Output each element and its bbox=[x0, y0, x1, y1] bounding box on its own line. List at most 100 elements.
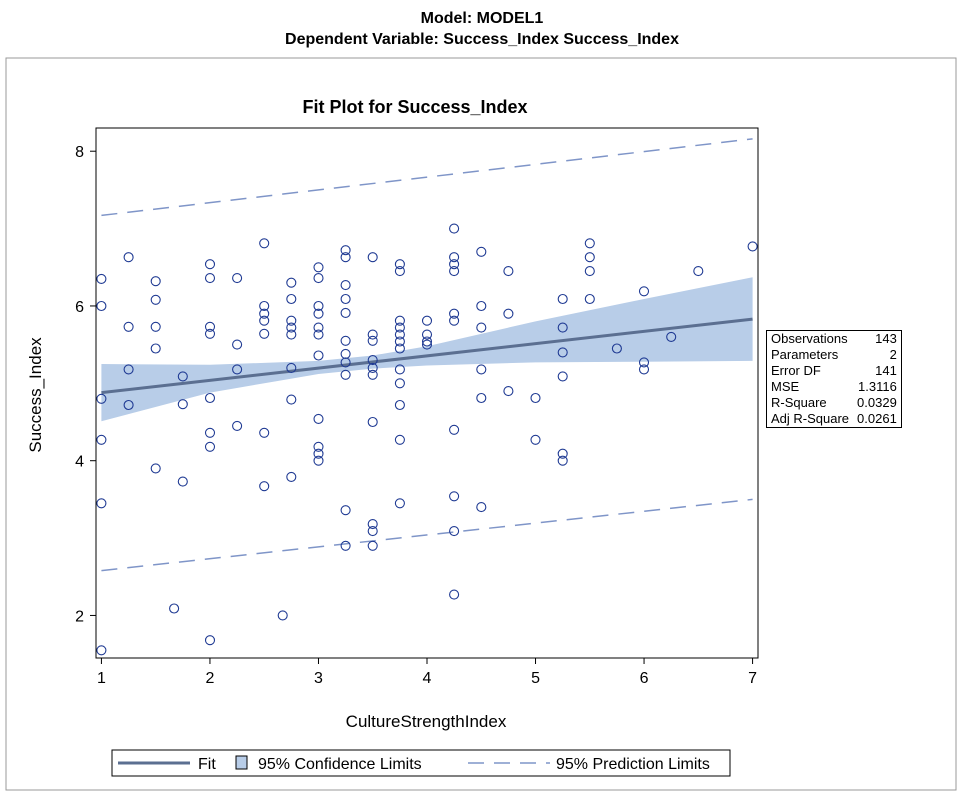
data-point bbox=[367, 252, 378, 263]
y-tick-label: 2 bbox=[75, 608, 84, 625]
data-point bbox=[449, 266, 460, 277]
data-point bbox=[286, 471, 297, 482]
data-point bbox=[232, 273, 243, 284]
data-point bbox=[340, 357, 351, 368]
fit-line bbox=[101, 317, 753, 395]
data-point bbox=[204, 427, 216, 438]
data-point bbox=[286, 322, 297, 333]
stat-row: Observations 143 bbox=[767, 331, 901, 347]
data-point bbox=[638, 364, 650, 375]
data-point bbox=[476, 246, 487, 257]
stat-value: 141 bbox=[875, 363, 897, 378]
data-point bbox=[340, 245, 351, 256]
stat-row: Parameters 2 bbox=[767, 347, 901, 363]
data-point bbox=[557, 322, 568, 333]
data-point bbox=[530, 392, 541, 404]
data-point bbox=[313, 413, 324, 424]
x-tick-label: 5 bbox=[531, 670, 540, 687]
report-header: Model: MODEL1 Dependent Variable: Succes… bbox=[0, 0, 964, 50]
data-point bbox=[313, 448, 324, 459]
legend-fit-label: Fit bbox=[198, 756, 216, 773]
data-point bbox=[449, 223, 460, 234]
data-point bbox=[503, 308, 514, 319]
data-point bbox=[313, 262, 324, 273]
data-point bbox=[394, 364, 405, 375]
data-point bbox=[340, 307, 351, 318]
y-tick-label: 8 bbox=[75, 144, 84, 161]
data-point bbox=[449, 252, 460, 263]
data-point bbox=[177, 399, 188, 410]
data-point bbox=[367, 329, 378, 340]
data-point bbox=[394, 322, 405, 333]
x-axis-label: CultureStrengthIndex bbox=[346, 712, 507, 731]
data-point bbox=[421, 339, 433, 350]
prediction-limit-upper bbox=[101, 138, 753, 217]
data-point bbox=[259, 328, 270, 339]
data-point bbox=[367, 540, 378, 551]
data-point bbox=[96, 273, 107, 284]
data-point bbox=[177, 476, 188, 487]
data-point bbox=[394, 399, 405, 411]
data-point bbox=[476, 392, 487, 404]
legend-frame bbox=[111, 749, 731, 777]
data-point bbox=[394, 336, 405, 347]
data-point bbox=[204, 273, 216, 284]
data-point bbox=[123, 364, 134, 375]
data-point bbox=[503, 386, 514, 397]
x-tick-label: 6 bbox=[640, 670, 649, 687]
data-point bbox=[449, 424, 460, 435]
model-title: Model: MODEL1 bbox=[420, 10, 544, 27]
data-point bbox=[693, 266, 704, 277]
data-point bbox=[150, 463, 161, 474]
data-point bbox=[96, 434, 107, 445]
data-point bbox=[394, 378, 405, 389]
data-point bbox=[150, 294, 161, 305]
data-point bbox=[584, 266, 595, 277]
stat-value: 0.0261 bbox=[857, 411, 897, 426]
data-point bbox=[259, 315, 270, 326]
x-tick-label: 7 bbox=[748, 670, 757, 687]
y-tick-label: 4 bbox=[75, 454, 84, 471]
data-point bbox=[286, 277, 297, 288]
stat-row: Error DF 141 bbox=[767, 363, 901, 379]
data-point bbox=[394, 329, 405, 340]
data-point bbox=[367, 519, 378, 530]
data-point bbox=[123, 252, 134, 263]
data-point bbox=[232, 364, 243, 375]
data-point bbox=[557, 293, 568, 305]
data-point bbox=[394, 343, 405, 354]
data-point bbox=[476, 322, 487, 333]
data-point bbox=[340, 540, 351, 551]
legend-confidence-label: 95% Confidence Limits bbox=[258, 756, 422, 773]
data-point bbox=[150, 276, 161, 287]
data-point bbox=[150, 321, 161, 332]
data-point bbox=[394, 266, 405, 277]
data-point bbox=[367, 335, 378, 346]
data-point bbox=[150, 343, 161, 354]
data-point bbox=[313, 300, 324, 312]
stat-label: Adj R-Square bbox=[771, 411, 850, 426]
data-point bbox=[204, 321, 216, 332]
data-point bbox=[286, 329, 297, 340]
data-point bbox=[313, 455, 324, 466]
data-point bbox=[313, 273, 324, 284]
data-point bbox=[123, 399, 134, 411]
prediction-limit-lower bbox=[101, 498, 753, 572]
data-point bbox=[313, 441, 324, 452]
chart-title: Fit Plot for Success_Index bbox=[302, 97, 527, 117]
data-point bbox=[313, 308, 324, 319]
data-point bbox=[286, 394, 297, 405]
stat-row: Adj R-Square 0.0261 bbox=[767, 411, 901, 427]
data-point bbox=[340, 252, 351, 263]
data-point bbox=[476, 364, 487, 375]
data-point bbox=[204, 441, 216, 452]
data-point bbox=[340, 280, 351, 291]
x-tick-label: 4 bbox=[423, 670, 432, 687]
data-point bbox=[259, 238, 270, 249]
data-point bbox=[611, 343, 622, 354]
y-tick-label: 6 bbox=[75, 299, 84, 316]
legend-confidence-swatch bbox=[235, 755, 248, 770]
data-point bbox=[367, 416, 378, 428]
x-tick-label: 1 bbox=[97, 670, 106, 687]
